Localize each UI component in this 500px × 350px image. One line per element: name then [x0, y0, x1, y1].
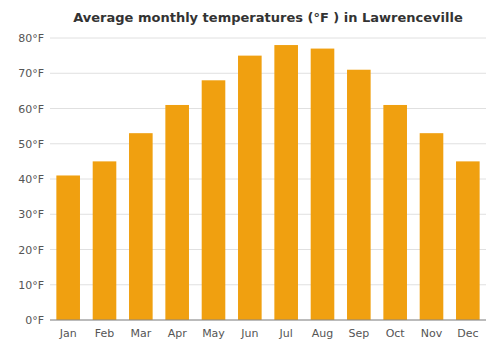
x-tick-label: Dec — [457, 327, 478, 340]
bar — [165, 105, 189, 320]
x-tick-label: Apr — [168, 327, 188, 340]
y-tick-label: 70°F — [18, 67, 44, 80]
bar — [238, 56, 262, 320]
x-tick-label: Mar — [130, 327, 151, 340]
x-tick-label: Jun — [240, 327, 258, 340]
grid-line — [50, 108, 486, 109]
bar — [202, 80, 226, 320]
x-tick-label: Sep — [348, 327, 369, 340]
bar — [311, 49, 335, 320]
x-tick-label: Jul — [279, 327, 293, 340]
x-axis-line — [50, 320, 486, 321]
bar — [274, 45, 298, 320]
title: Average monthly temperatures (°F ) in La… — [73, 10, 463, 25]
x-tick-label: Nov — [421, 327, 443, 340]
bar — [129, 133, 153, 320]
y-grid — [50, 38, 486, 320]
y-tick-label: 60°F — [18, 103, 44, 116]
x-tick-label: Aug — [312, 327, 333, 340]
bar — [56, 175, 80, 320]
bars — [56, 45, 479, 320]
x-tick-label: Jan — [59, 327, 77, 340]
grid-line — [50, 320, 486, 321]
y-tick-label: 0°F — [25, 314, 44, 327]
x-tick-label: May — [202, 327, 225, 340]
x-tick-label: Oct — [386, 327, 406, 340]
y-tick-label: 80°F — [18, 32, 44, 45]
grid-line — [50, 38, 486, 39]
x-axis: Jan Feb Mar Apr May Jun Jul Aug Sep Oct Nov Dec — [50, 320, 486, 340]
x-tick-label: Feb — [95, 327, 114, 340]
y-tick-label: 30°F — [18, 208, 44, 221]
bar — [456, 161, 480, 320]
chart-svg: Average monthly temperatures (°F ) in La… — [0, 0, 500, 350]
y-tick-label: 40°F — [18, 173, 44, 186]
bar — [347, 70, 371, 320]
bar — [93, 161, 117, 320]
bar — [383, 105, 407, 320]
page: {"chart_data": {"type": "bar", "title": … — [0, 0, 500, 350]
y-tick-label: 20°F — [18, 244, 44, 257]
y-tick-label: 10°F — [18, 279, 44, 292]
y-tick-label: 50°F — [18, 138, 44, 151]
grid-line — [50, 73, 486, 74]
bar — [420, 133, 444, 320]
chart-container: Average monthly temperatures (°F ) in La… — [0, 0, 500, 350]
y-axis: 0°F 10°F 20°F 30°F 40°F 50°F 60°F 70°F 80°F — [18, 32, 44, 327]
